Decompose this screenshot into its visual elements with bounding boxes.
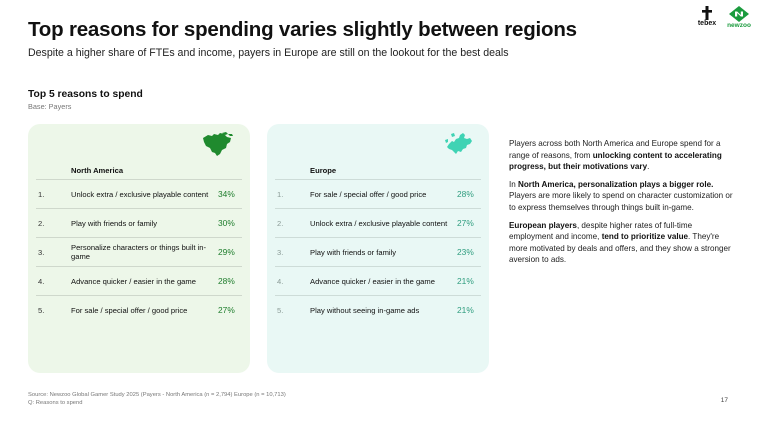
tebex-logo: tebex bbox=[696, 6, 718, 28]
page-title: Top reasons for spending varies slightly… bbox=[28, 18, 577, 41]
section-base: Base: Payers bbox=[28, 102, 72, 111]
list-item: 2. Play with friends or family 30% bbox=[36, 208, 242, 237]
newzoo-wordmark: newzoo bbox=[727, 22, 751, 29]
commentary-paragraph: In North America, personalization plays … bbox=[509, 179, 735, 214]
north-america-label: North America bbox=[71, 166, 124, 175]
north-america-list: 1. Unlock extra / exclusive playable con… bbox=[36, 179, 242, 324]
page-subtitle: Despite a higher share of FTEs and incom… bbox=[28, 47, 509, 59]
commentary-emphasis: tend to prioritize value bbox=[601, 232, 689, 242]
rank-number: 5. bbox=[277, 305, 284, 315]
rank-number: 5. bbox=[38, 305, 45, 315]
rank-number: 4. bbox=[277, 276, 284, 286]
reason-percent: 34% bbox=[218, 189, 235, 199]
question-text: Q: Reasons to spend bbox=[28, 400, 83, 406]
europe-label: Europe bbox=[310, 166, 337, 175]
reason-text: Advance quicker / easier in the game bbox=[310, 276, 435, 286]
newzoo-icon bbox=[729, 6, 749, 22]
commentary-text: In bbox=[509, 179, 518, 189]
tebex-icon bbox=[702, 6, 712, 20]
rank-number: 1. bbox=[277, 189, 284, 199]
list-item: 1. Unlock extra / exclusive playable con… bbox=[36, 179, 242, 208]
list-item: 3. Play with friends or family 23% bbox=[275, 237, 481, 266]
reason-percent: 27% bbox=[457, 218, 474, 228]
europe-panel: Europe 1. For sale / special offer / goo… bbox=[267, 124, 489, 373]
north-america-panel: North America 1. Unlock extra / exclusiv… bbox=[28, 124, 250, 373]
commentary-emphasis: European players bbox=[509, 220, 577, 230]
reason-percent: 29% bbox=[218, 247, 235, 257]
rank-number: 3. bbox=[38, 247, 45, 257]
reason-text: For sale / special offer / good price bbox=[310, 189, 427, 199]
list-item: 5. For sale / special offer / good price… bbox=[36, 295, 242, 324]
commentary: Players across both North America and Eu… bbox=[509, 138, 735, 272]
commentary-emphasis: North America, personalization plays a b… bbox=[518, 179, 714, 189]
list-item: 5. Play without seeing in-game ads 21% bbox=[275, 295, 481, 324]
commentary-text: . They're more motivated by deals and of… bbox=[509, 232, 731, 265]
section-title: Top 5 reasons to spend bbox=[28, 89, 143, 100]
list-item: 4. Advance quicker / easier in the game … bbox=[275, 266, 481, 295]
reason-text: Play without seeing in-game ads bbox=[310, 305, 420, 315]
list-item: 4. Advance quicker / easier in the game … bbox=[36, 266, 242, 295]
page-number: 17 bbox=[720, 397, 728, 404]
source-text: Source: Newzoo Global Gamer Study 2025 (… bbox=[28, 392, 286, 398]
reason-text: Unlock extra / exclusive playable conten… bbox=[71, 189, 209, 199]
reason-text: Play with friends or family bbox=[310, 247, 397, 257]
list-item: 1. For sale / special offer / good price… bbox=[275, 179, 481, 208]
commentary-paragraph: Players across both North America and Eu… bbox=[509, 138, 735, 173]
reason-percent: 21% bbox=[457, 276, 474, 286]
reason-percent: 28% bbox=[457, 189, 474, 199]
tebex-wordmark: tebex bbox=[697, 20, 717, 27]
logo-group: tebex newzoo bbox=[696, 6, 752, 30]
reason-text: Play with friends or family bbox=[71, 218, 158, 228]
europe-map-icon bbox=[445, 133, 472, 154]
reason-text: For sale / special offer / good price bbox=[71, 305, 188, 315]
commentary-text: , despite higher rates of full-time empl… bbox=[509, 220, 693, 242]
reason-percent: 30% bbox=[218, 218, 235, 228]
commentary-paragraph: European players, despite higher rates o… bbox=[509, 220, 735, 266]
reason-percent: 28% bbox=[218, 276, 235, 286]
rank-number: 2. bbox=[277, 218, 284, 228]
reason-text: Personalize characters or things built i… bbox=[71, 243, 207, 261]
reason-percent: 21% bbox=[457, 305, 474, 315]
commentary-text: Players are more likely to spend on char… bbox=[509, 191, 733, 212]
source-footnote: Source: Newzoo Global Gamer Study 2025 (… bbox=[28, 391, 286, 407]
rank-number: 4. bbox=[38, 276, 45, 286]
list-item: 3. Personalize characters or things buil… bbox=[36, 237, 242, 266]
list-item: 2. Unlock extra / exclusive playable con… bbox=[275, 208, 481, 237]
reason-text: Advance quicker / easier in the game bbox=[71, 276, 196, 286]
commentary-text: Players across both North America and Eu… bbox=[509, 139, 721, 160]
newzoo-logo: newzoo bbox=[726, 6, 752, 30]
rank-number: 3. bbox=[277, 247, 284, 257]
commentary-text: . bbox=[647, 162, 650, 172]
commentary-emphasis: unlocking content to accelerating progre… bbox=[509, 150, 722, 172]
reason-percent: 23% bbox=[457, 247, 474, 257]
reason-percent: 27% bbox=[218, 305, 235, 315]
reason-text: Unlock extra / exclusive playable conten… bbox=[310, 218, 448, 228]
europe-list: 1. For sale / special offer / good price… bbox=[275, 179, 481, 324]
rank-number: 2. bbox=[38, 218, 45, 228]
north-america-map-icon bbox=[203, 132, 233, 156]
rank-number: 1. bbox=[38, 189, 45, 199]
